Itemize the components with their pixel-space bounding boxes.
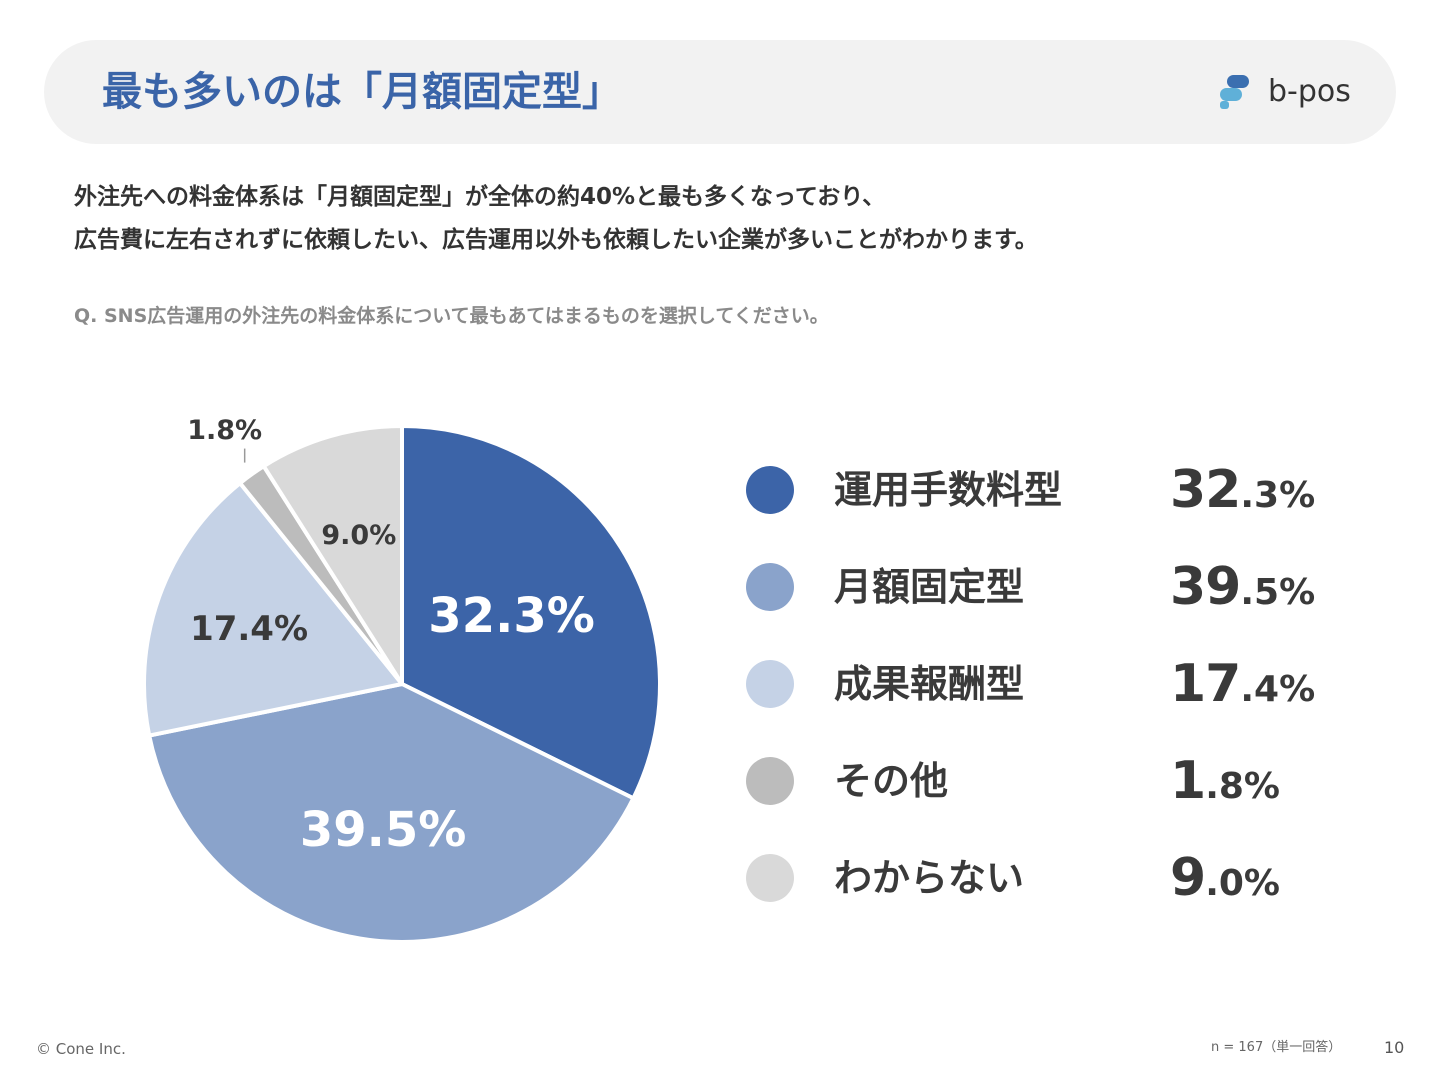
legend-swatch xyxy=(746,757,794,805)
pie-slice-seika-houshuu xyxy=(142,481,404,738)
pie-data-label: 32.3% xyxy=(428,588,595,644)
legend-item-wakaranai: わからない 9.0% xyxy=(740,846,1360,910)
legend-item-unyou-tesuuryou: 運用手数料型 32.3% xyxy=(740,458,1360,522)
pie-chart: 32.3% 39.5% 17.4% 1.8% 9.0% xyxy=(142,415,662,944)
legend-label: その他 xyxy=(834,759,949,803)
logo-text: b-pos xyxy=(1268,74,1351,109)
legend-label: わからない xyxy=(834,856,1025,900)
pie-slice-unyou-tesuuryou xyxy=(400,424,662,801)
legend-label: 月額固定型 xyxy=(834,565,1025,609)
legend-label: 成果報酬型 xyxy=(834,662,1025,706)
pie-slice-wakaranai xyxy=(261,424,404,686)
legend-value: 32.3% xyxy=(1170,460,1316,520)
brand-logo[interactable]: b-pos xyxy=(1218,72,1358,112)
legend-value: 9.0% xyxy=(1170,848,1280,908)
legend-item-getsugaku-kotei: 月額固定型 39.5% xyxy=(740,555,1360,619)
sample-size-note: n = 167（単一回答） xyxy=(1211,1040,1342,1055)
copyright: © Cone Inc. xyxy=(36,1040,126,1058)
pie-slice-getsugaku-kotei xyxy=(147,682,636,944)
legend-item-sonota: その他 1.8% xyxy=(740,749,1360,813)
legend-value: 1.8% xyxy=(1170,751,1280,811)
page-title: 最も多いのは「月額固定型」 xyxy=(102,69,622,115)
legend-swatch xyxy=(746,660,794,708)
chart-legend: 運用手数料型 32.3% 月額固定型 39.5% 成果報酬型 17.4% その他 1.8% わか… xyxy=(740,458,1360,948)
legend-swatch xyxy=(746,466,794,514)
b-pos-logo-icon xyxy=(1220,75,1249,109)
pie-data-label: 17.4% xyxy=(190,609,308,649)
header-bar xyxy=(44,40,1396,144)
description-line-1: 外注先への料金体系は「月額固定型」が全体の約40%と最も多くなっており、 xyxy=(74,184,886,210)
legend-value: 17.4% xyxy=(1170,654,1316,714)
pie-data-label: 39.5% xyxy=(300,802,467,858)
page-number: 10 xyxy=(1384,1038,1405,1057)
survey-question: Q. SNS広告運用の外注先の料金体系について最もあてはまるものを選択してくださ… xyxy=(74,305,829,327)
legend-swatch xyxy=(746,563,794,611)
description-line-2: 広告費に左右されずに依頼したい、広告運用以外も依頼したい企業が多いことがわかりま… xyxy=(74,227,1038,253)
legend-value: 39.5% xyxy=(1170,557,1316,617)
legend-label: 運用手数料型 xyxy=(834,468,1063,512)
pie-data-label: 1.8% xyxy=(187,415,262,446)
legend-item-seika-houshuu: 成果報酬型 17.4% xyxy=(740,652,1360,716)
pie-data-label: 9.0% xyxy=(321,520,396,551)
legend-swatch xyxy=(746,854,794,902)
